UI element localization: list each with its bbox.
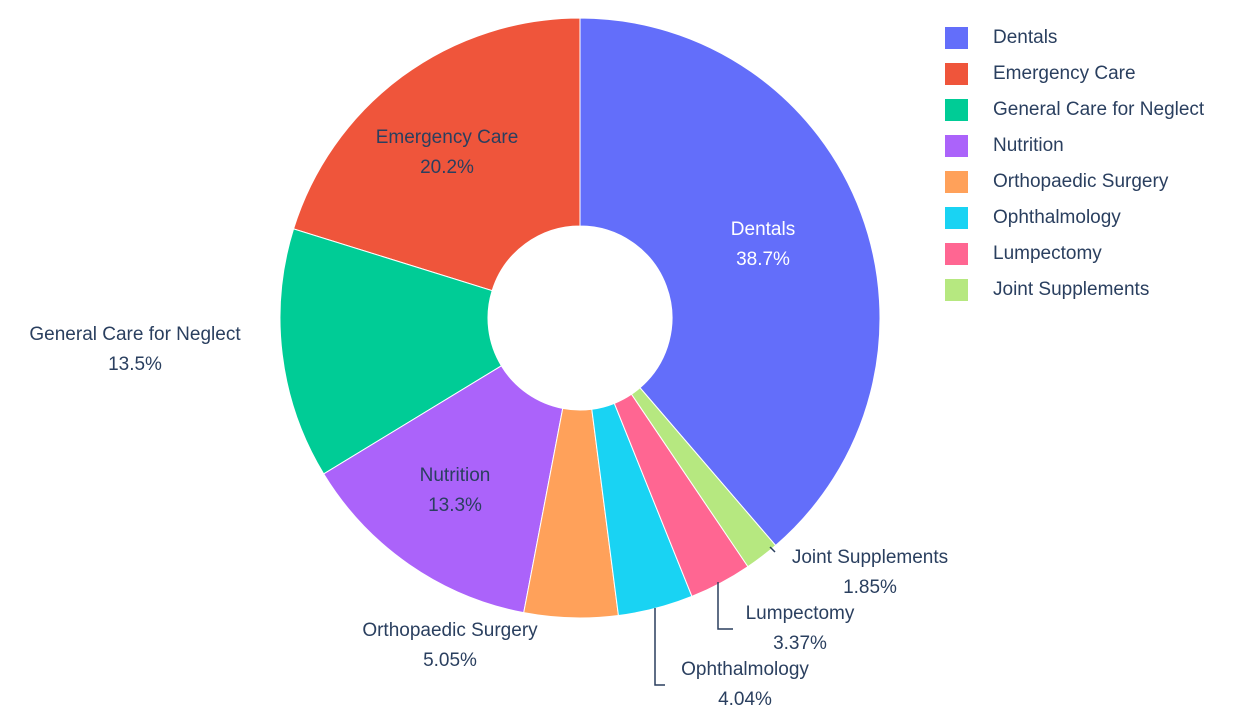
legend-label: Nutrition — [993, 135, 1064, 156]
slice-label: Dentals — [731, 219, 795, 240]
legend-swatch — [945, 27, 968, 49]
slice-label: General Care for Neglect — [29, 324, 241, 345]
legend-swatch — [945, 135, 968, 157]
slice — [292, 17, 581, 292]
slice-label: Joint Supplements — [792, 547, 948, 568]
slice — [322, 365, 564, 614]
slice-label: Lumpectomy — [746, 603, 855, 624]
legend-swatch — [945, 207, 968, 229]
slice-value-label: 5.05% — [423, 650, 477, 671]
slice-value-label: 13.5% — [108, 354, 162, 375]
slice-label: Nutrition — [420, 465, 491, 486]
slice-value-label: 38.7% — [736, 249, 790, 270]
leader-line — [769, 546, 776, 553]
slice-value-label: 20.2% — [420, 157, 474, 178]
slice — [579, 17, 881, 547]
legend-label: Dentals — [993, 27, 1057, 48]
legend-swatch — [945, 171, 968, 193]
legend-swatch — [945, 279, 968, 301]
legend-label: Lumpectomy — [993, 243, 1102, 264]
leader-line — [654, 608, 665, 686]
slice — [279, 228, 503, 475]
leader-line — [717, 582, 733, 630]
legend-label: Ophthalmology — [993, 207, 1121, 228]
legend-label: General Care for Neglect — [993, 99, 1205, 120]
slice-label: Orthopaedic Surgery — [362, 620, 538, 641]
legend-swatch — [945, 63, 968, 85]
slice-value-label: 1.85% — [843, 577, 897, 598]
legend-swatch — [945, 243, 968, 265]
legend-swatch — [945, 99, 968, 121]
legend-label: Orthopaedic Surgery — [993, 171, 1169, 192]
legend-label: Joint Supplements — [993, 279, 1149, 300]
slice-label: Ophthalmology — [681, 659, 809, 680]
slice-value-label: 3.37% — [773, 633, 827, 654]
slice-value-label: 4.04% — [718, 689, 772, 710]
slice-value-label: 13.3% — [428, 495, 482, 516]
slice — [630, 387, 777, 568]
legend-label: Emergency Care — [993, 63, 1136, 84]
slice-label: Emergency Care — [376, 127, 519, 148]
